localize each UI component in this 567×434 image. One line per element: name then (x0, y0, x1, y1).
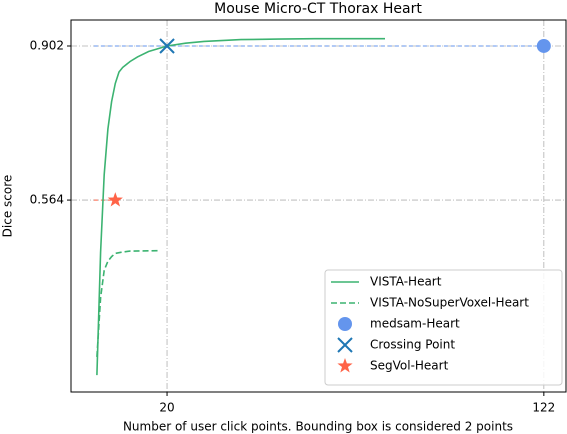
legend-marker (337, 337, 353, 353)
x-tick-label: 122 (532, 401, 555, 415)
scatter-point (107, 192, 123, 207)
y-axis-label: Dice score (1, 175, 15, 238)
x-axis-label: Number of user click points. Bounding bo… (123, 420, 513, 434)
legend-label: medsam-Heart (370, 317, 460, 331)
y-tick-label: 0.564 (30, 193, 64, 207)
scatter-point (159, 38, 175, 54)
legend-marker (337, 358, 353, 373)
legend-box (324, 269, 563, 386)
scatter-point (536, 38, 551, 53)
x-tick-label: 20 (159, 401, 174, 415)
legend-label: VISTA-Heart (370, 275, 442, 289)
legend-label: SegVol-Heart (370, 359, 449, 373)
y-tick-label: 0.902 (30, 38, 64, 52)
legend: VISTA-Heart VISTA-NoSuperVoxel-Heart medsa… (324, 269, 563, 386)
chart-title: Mouse Micro-CT Thorax Heart (214, 1, 422, 17)
legend-marker (338, 317, 352, 331)
legend-label: VISTA-NoSuperVoxel-Heart (370, 296, 529, 310)
plot-frame (70, 19, 567, 393)
legend-label: Crossing Point (370, 338, 455, 352)
line-series (96, 37, 385, 376)
line-series (96, 249, 160, 357)
